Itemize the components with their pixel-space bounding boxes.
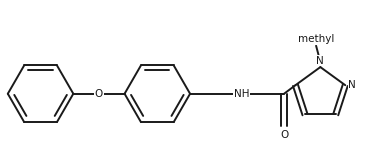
Text: NH: NH	[234, 89, 249, 99]
Text: methyl: methyl	[298, 34, 334, 44]
Text: O: O	[95, 89, 103, 99]
Text: O: O	[280, 130, 288, 140]
Text: N: N	[348, 80, 356, 90]
Text: N: N	[316, 56, 324, 66]
